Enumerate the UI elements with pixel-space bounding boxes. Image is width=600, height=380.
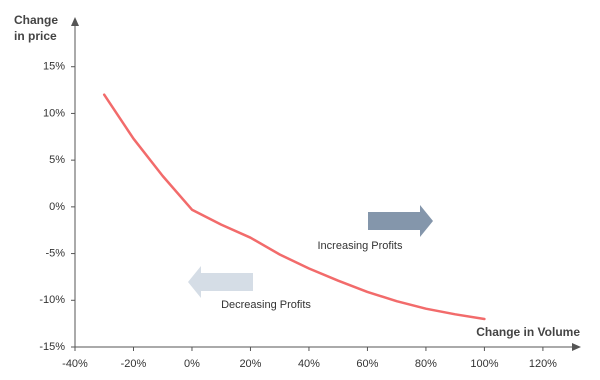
y-tick-label: 10% [43,107,65,119]
y-tick-label: -15% [39,341,65,353]
x-tick-label: 80% [415,358,437,370]
y-axis-arrow [71,17,79,26]
x-axis-arrow [572,343,581,351]
line-series [102,93,486,321]
y-tick-label: 5% [49,154,65,166]
x-tick-label: 20% [239,358,261,370]
annotation: Increasing Profits [318,240,403,252]
x-tick-label: 40% [298,358,320,370]
increase-arrow [368,205,433,237]
y-tick-label: -5% [45,247,65,259]
y-tick-label: -10% [39,294,65,306]
decrease-arrow [188,266,253,298]
y-axis-title: Change in price [14,13,59,43]
y-tick-label: 0% [49,201,65,213]
x-axis-title: Change in Volume [476,325,580,339]
x-tick-label: -40% [62,358,88,370]
x-tick-label: 60% [356,358,378,370]
annotation: Decreasing Profits [221,299,311,311]
x-tick-label: 0% [184,358,200,370]
y-tick-label: 15% [43,61,65,73]
x-tick-label: -20% [121,358,147,370]
x-tick-label: 120% [529,358,557,370]
x-tick-label: 100% [470,358,498,370]
